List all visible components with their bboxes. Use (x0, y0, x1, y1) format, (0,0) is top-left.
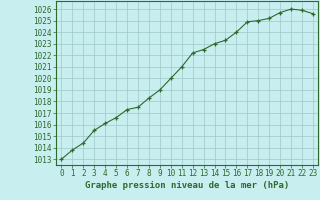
X-axis label: Graphe pression niveau de la mer (hPa): Graphe pression niveau de la mer (hPa) (85, 181, 289, 190)
